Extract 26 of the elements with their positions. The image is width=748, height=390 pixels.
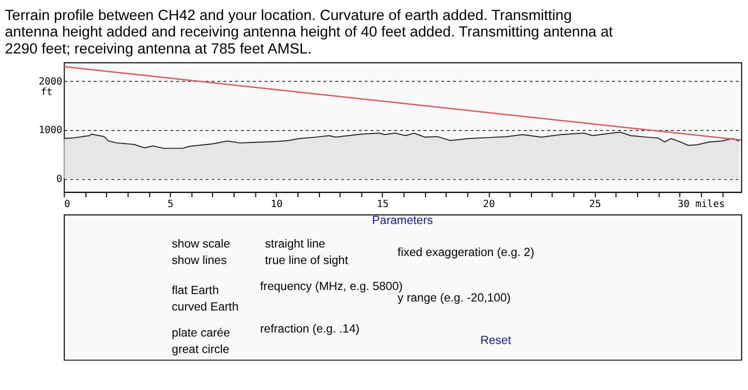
- x-tick-label: 20: [483, 199, 495, 210]
- text: true line of sight: [265, 254, 349, 267]
- text: curved Earth: [172, 300, 239, 314]
- text: refraction (e.g. .14): [260, 322, 360, 336]
- x-tick-label: 30 miles: [678, 199, 725, 210]
- text: Reset: [480, 334, 512, 348]
- y-tick-label: 2000: [38, 76, 62, 88]
- text: fixed exaggeration (e.g. 2): [398, 246, 534, 260]
- y-axis-title: ft: [40, 87, 53, 98]
- text: y range (e.g. -20,100): [398, 292, 511, 305]
- x-tick-label: 10: [270, 199, 283, 210]
- x-tick-label: 5: [168, 199, 174, 210]
- text: show lines: [172, 254, 227, 267]
- text: Parameters: [372, 214, 433, 228]
- chart-title: Terrain profile between CH42 and your location. Curvature of earth added. Transmitting antenna height added and receiving antenna height of 40 feet added. Transmitting antenna at 2290 feet; receiving antenna at 785 feet AMSL.: [4, 8, 613, 58]
- y-tick-label: 1000: [38, 125, 62, 136]
- y-tick-label: 0: [56, 174, 62, 186]
- text: plate carée: [172, 326, 230, 340]
- x-tick-label: 25: [589, 199, 602, 210]
- text: straight line: [265, 237, 326, 250]
- text: frequency (MHz, e.g. 5800): [260, 280, 403, 294]
- text: great circle: [172, 342, 230, 356]
- x-tick-label: 0: [64, 199, 70, 210]
- text: flat Earth: [172, 284, 219, 297]
- x-tick-label: 15: [376, 199, 389, 210]
- text: show scale: [172, 237, 230, 250]
